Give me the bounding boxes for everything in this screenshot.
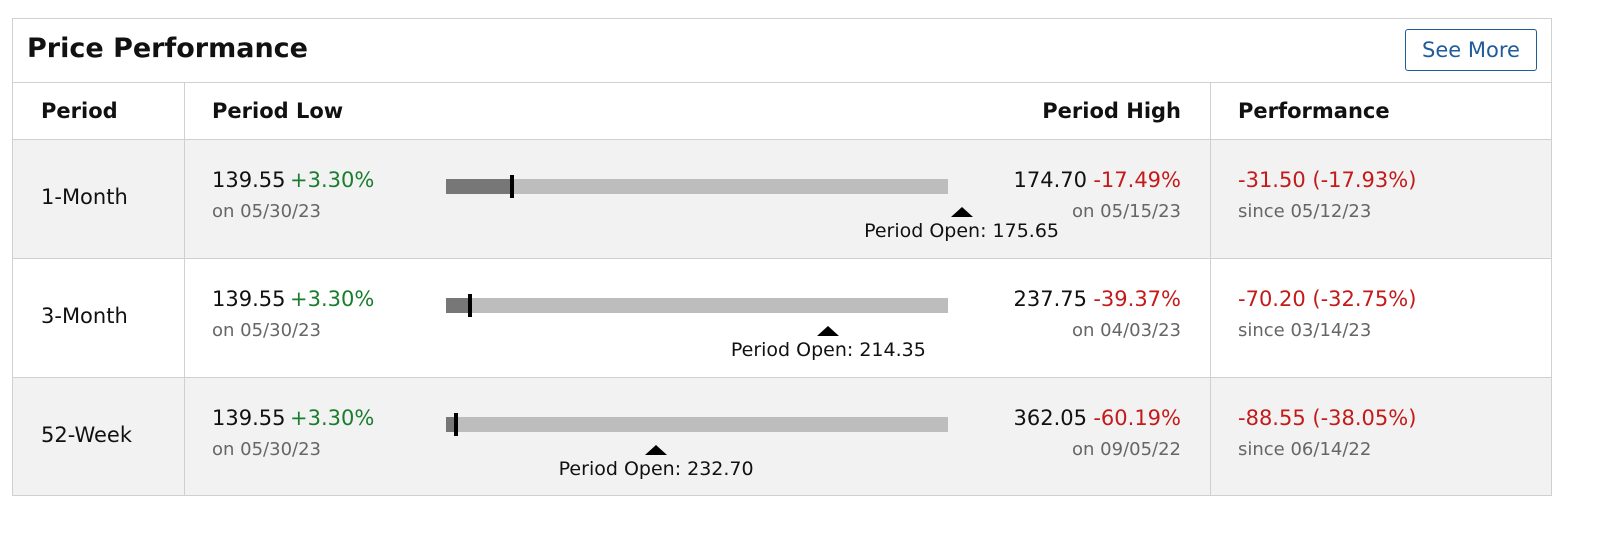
low-to-current — [446, 298, 470, 313]
open-label: Period Open: 214.35 — [730, 339, 926, 361]
low-date: on 05/30/23 — [212, 320, 321, 341]
performance: -70.20 (-32.75%) — [1238, 287, 1417, 311]
range-bar — [446, 417, 948, 432]
period-low: 139.55 — [212, 287, 286, 311]
low-change: +3.30% — [290, 168, 375, 192]
column-header: Performance — [1238, 99, 1390, 123]
current-marker — [467, 294, 472, 317]
period-low: 139.55 — [212, 168, 286, 192]
open-marker — [950, 207, 973, 217]
since-date: since 06/14/22 — [1238, 439, 1372, 460]
high-date: on 05/15/23 — [1072, 201, 1181, 222]
period: 1-Month — [41, 185, 128, 209]
column-header: Period — [41, 99, 118, 123]
low-date: on 05/30/23 — [212, 439, 321, 460]
open-label: Period Open: 232.70 — [558, 458, 754, 480]
low-to-current — [446, 179, 512, 194]
open-marker — [645, 445, 668, 455]
high-date: on 09/05/22 — [1072, 439, 1181, 460]
high-change: -60.19% — [1093, 406, 1181, 430]
since-date: since 03/14/23 — [1238, 320, 1372, 341]
low-to-current — [446, 417, 457, 432]
row-background — [13, 140, 1551, 258]
column-divider — [1210, 83, 1211, 495]
current-marker — [509, 175, 514, 198]
open-marker — [817, 326, 840, 336]
period: 3-Month — [41, 304, 128, 328]
period-high: 362.05 — [1013, 406, 1087, 430]
high-change: -39.37% — [1093, 287, 1181, 311]
open-label: Period Open: 175.65 — [864, 220, 1060, 242]
column-header: Period Low — [212, 99, 344, 123]
period-high: 174.70 — [1013, 168, 1087, 192]
divider — [13, 139, 1551, 140]
row-background — [13, 378, 1551, 496]
column-header: Period High — [1042, 99, 1181, 123]
period-high: 237.75 — [1013, 287, 1087, 311]
price-performance-panel: Price Performance See More Period Period… — [12, 18, 1552, 496]
divider — [13, 258, 1551, 259]
period: 52-Week — [41, 423, 132, 447]
high-date: on 04/03/23 — [1072, 320, 1181, 341]
divider — [13, 82, 1551, 83]
range-bar — [446, 298, 948, 313]
panel-title: Price Performance — [27, 33, 308, 64]
high-change: -17.49% — [1093, 168, 1181, 192]
since-date: since 05/12/23 — [1238, 201, 1372, 222]
range-bar — [446, 179, 948, 194]
low-change: +3.30% — [290, 287, 375, 311]
low-change: +3.30% — [290, 406, 375, 430]
period-low: 139.55 — [212, 406, 286, 430]
see-more-button[interactable]: See More — [1405, 29, 1537, 71]
performance: -31.50 (-17.93%) — [1238, 168, 1417, 192]
low-date: on 05/30/23 — [212, 201, 321, 222]
divider — [13, 377, 1551, 378]
performance: -88.55 (-38.05%) — [1238, 406, 1417, 430]
column-divider — [184, 83, 185, 495]
current-marker — [454, 413, 459, 436]
